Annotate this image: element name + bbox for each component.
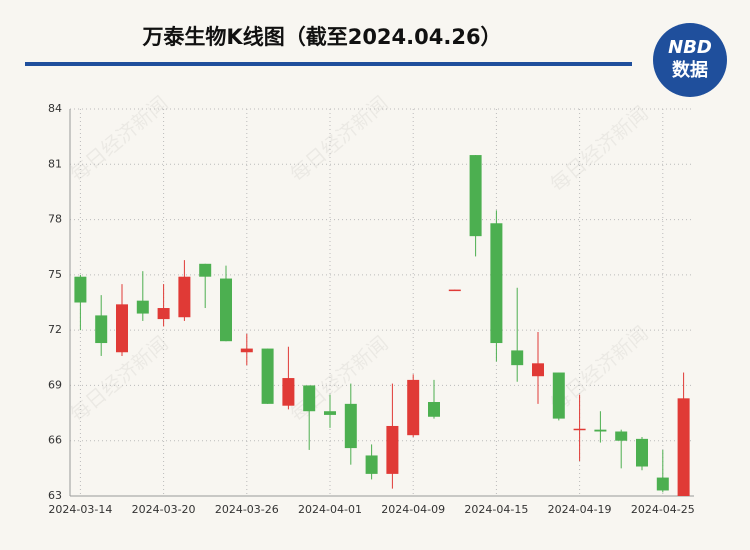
candle-body [324,411,336,415]
y-tick-label: 75 [48,268,62,281]
candle-body [303,385,316,412]
logo-text: 数据 [672,59,708,81]
y-tick-label: 66 [48,434,62,447]
candle-body [199,263,212,277]
candle-body [261,348,274,404]
logo [653,23,727,97]
candle-body [636,438,648,467]
x-tick-label: 2024-04-09 [381,503,445,516]
y-tick-label: 81 [48,157,62,170]
candle-body [95,315,108,344]
candle-body [407,379,420,436]
x-tick-label: 2024-03-26 [215,503,279,516]
candle-body [116,304,128,353]
x-tick-label: 2024-03-20 [132,503,196,516]
y-tick-label: 63 [48,489,62,502]
plot: 63 66 69 72 75 78 81 84 2024-03-14 2024-03-20 2024… [48,102,695,516]
candle-body [136,300,149,314]
candle-body [282,378,295,406]
x-tick-label: 2024-04-15 [464,503,528,516]
candle-body [448,289,461,292]
candle-body [573,428,586,431]
candle-body [74,276,87,303]
candle-body [677,398,690,496]
candle-body [469,155,482,237]
y-tick-label: 78 [48,213,62,226]
chart-title: 万泰生物K线图（截至2024.04.26） [141,25,501,49]
candle-body [386,425,399,474]
candle-body [344,403,357,449]
candle-body [365,455,378,474]
candle-body [157,308,170,320]
candle-body [511,350,524,366]
candle-body [178,276,191,318]
logo-text: NBD [668,37,712,58]
x-tick-label: 2024-04-19 [548,503,612,516]
y-tick-label: 69 [48,378,62,391]
candle-body [220,278,232,342]
candle-body [594,429,607,432]
candle-body [240,348,253,353]
y-tick-label: 72 [48,323,62,336]
candle-body [532,363,544,377]
x-tick-label: 2024-03-14 [48,503,112,516]
candle-body [656,477,669,491]
x-tick-label: 2024-04-01 [298,503,362,516]
candle-body [428,402,440,417]
candle-body [552,372,565,419]
candle-body [615,431,628,441]
candle-body [490,223,503,344]
title-rule [25,62,632,66]
x-tick-label: 2024-04-25 [631,503,695,516]
y-tick-label: 84 [48,102,62,115]
